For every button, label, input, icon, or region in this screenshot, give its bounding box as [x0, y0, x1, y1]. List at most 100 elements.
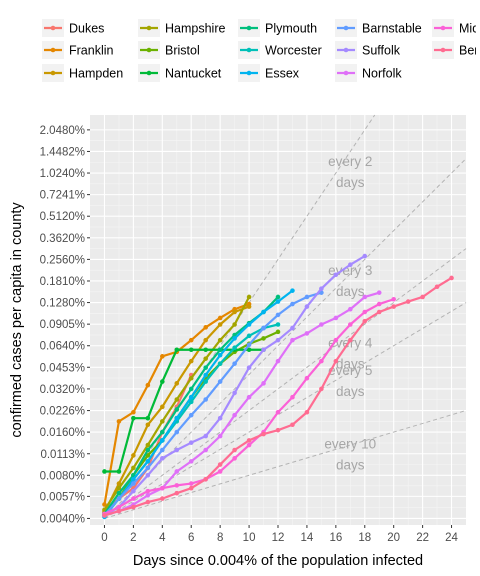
data-point — [188, 412, 194, 418]
data-point — [348, 262, 353, 268]
data-point — [188, 375, 194, 381]
data-point — [116, 419, 122, 424]
x-tick-label: 14 — [301, 532, 314, 544]
x-tick-label: 2 — [130, 532, 136, 544]
data-point — [275, 358, 281, 364]
legend-label: Norfolk — [362, 67, 402, 81]
data-point — [102, 469, 107, 474]
data-point — [449, 275, 454, 281]
data-point — [376, 301, 382, 307]
reference-label-line1: every 3 — [328, 263, 372, 278]
data-point — [203, 447, 208, 453]
legend-label: Nantucket — [165, 67, 222, 81]
legend-key-point — [50, 47, 56, 53]
data-point — [319, 286, 324, 291]
reference-label-line2: days — [336, 284, 365, 299]
data-point — [290, 394, 295, 400]
data-point — [217, 415, 223, 421]
reference-label-line2: days — [336, 357, 365, 372]
series-line — [104, 348, 264, 473]
y-tick-label: 0.1280% — [40, 298, 85, 310]
legend-item-hampshire: Hampshire — [138, 19, 225, 37]
data-point — [116, 496, 122, 501]
data-point — [232, 456, 237, 461]
data-point — [246, 333, 252, 339]
data-point — [160, 496, 165, 501]
data-point — [348, 322, 353, 327]
data-point — [131, 481, 136, 486]
data-point — [188, 386, 194, 392]
data-point — [261, 431, 266, 437]
reference-label-line2: days — [336, 457, 365, 472]
reference-label-line1: every 10 — [324, 436, 376, 451]
legend-label: Hampden — [69, 67, 123, 81]
data-point — [261, 381, 266, 386]
data-point — [160, 419, 165, 424]
data-point — [232, 361, 237, 366]
legend-item-worcester: Worcester — [238, 41, 322, 59]
x-tick-label: 12 — [272, 532, 285, 544]
data-point — [174, 483, 180, 488]
legend-label: Barnstable — [362, 22, 422, 36]
data-point — [116, 485, 122, 491]
data-point — [217, 379, 223, 384]
series-line — [103, 291, 322, 517]
data-point — [319, 386, 324, 392]
series-line — [104, 291, 380, 517]
legend-item-suffolk: Suffolk — [335, 41, 401, 59]
data-point — [160, 429, 165, 435]
reference-line-5-days — [104, 302, 467, 519]
data-point — [160, 456, 165, 461]
x-tick-label: 16 — [329, 532, 342, 544]
data-point — [376, 309, 382, 315]
y-tick-label: 0.0226% — [40, 406, 85, 418]
data-point — [217, 347, 223, 353]
x-axis-title: Days since 0.004% of the population infe… — [133, 553, 423, 569]
reference-line-3-days — [104, 158, 467, 519]
series-berkshire — [102, 275, 454, 518]
x-tick-label: 24 — [445, 532, 458, 544]
data-point — [160, 485, 165, 491]
data-point — [217, 469, 223, 474]
data-point — [304, 409, 310, 415]
reference-label-line2: days — [336, 175, 365, 190]
data-point — [333, 358, 339, 364]
data-point — [275, 294, 281, 300]
data-point — [333, 272, 339, 278]
data-point — [160, 379, 165, 384]
data-point — [116, 508, 122, 514]
legend-label: Worcester — [265, 44, 322, 58]
data-point — [174, 397, 180, 402]
y-tick-label: 0.0453% — [40, 362, 85, 374]
series-layer — [102, 253, 454, 520]
data-point — [188, 358, 194, 364]
data-point — [275, 409, 281, 415]
data-point — [188, 347, 194, 353]
data-point — [116, 504, 122, 510]
x-tick-label: 20 — [387, 532, 400, 544]
legend-item-dukes: Dukes — [42, 19, 104, 37]
data-point — [275, 329, 281, 335]
data-point — [203, 433, 208, 439]
data-point — [145, 459, 151, 464]
legend-key-point — [146, 47, 152, 53]
data-point — [174, 469, 180, 474]
data-point — [116, 469, 122, 474]
legend-item-berkshire: Berkshire — [432, 41, 476, 59]
y-tick-label: 0.0320% — [40, 384, 85, 396]
data-point — [145, 488, 151, 494]
x-tick-label: 18 — [358, 532, 371, 544]
reference-label-line2: days — [336, 384, 365, 399]
data-point — [188, 459, 194, 464]
data-point — [362, 294, 368, 300]
data-point — [145, 415, 151, 421]
data-point — [261, 336, 266, 341]
legend-item-essex: Essex — [238, 64, 300, 82]
legend-item-bristol: Bristol — [138, 41, 200, 59]
series-line — [103, 289, 294, 518]
x-tick-label: 10 — [243, 532, 256, 544]
data-point — [362, 253, 368, 259]
legend-label: Middlesex — [459, 22, 480, 36]
legend-item-plymouth: Plymouth — [238, 19, 317, 37]
x-tick-label: 4 — [159, 532, 166, 544]
